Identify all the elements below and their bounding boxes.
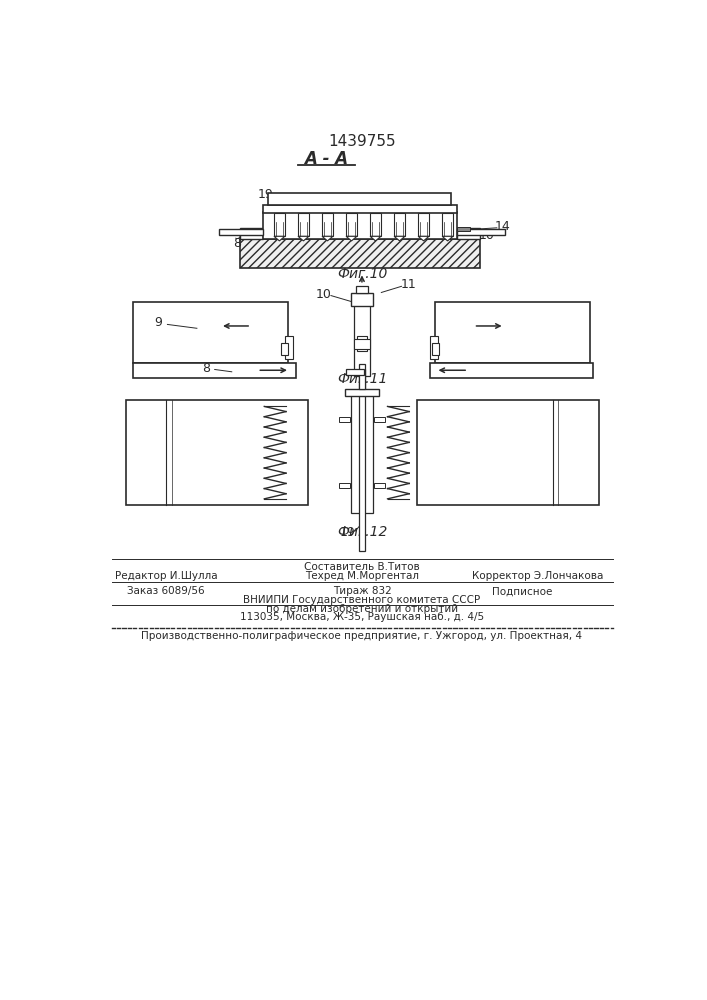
Bar xyxy=(345,389,379,396)
Polygon shape xyxy=(394,236,405,241)
Bar xyxy=(351,293,373,306)
Text: Редактор И.Шулла: Редактор И.Шулла xyxy=(115,571,217,581)
Bar xyxy=(346,369,363,375)
Text: 1439755: 1439755 xyxy=(328,134,396,149)
Bar xyxy=(370,213,381,236)
Bar xyxy=(285,336,293,359)
Bar xyxy=(435,302,590,363)
Bar xyxy=(218,229,263,235)
Text: Составитель В.Титов: Составитель В.Титов xyxy=(304,562,420,572)
Bar xyxy=(268,193,451,205)
Bar xyxy=(356,286,368,293)
Bar xyxy=(457,227,470,231)
Text: 10: 10 xyxy=(479,229,495,242)
Bar xyxy=(126,400,308,505)
Bar xyxy=(134,363,296,378)
Text: Фиг.12: Фиг.12 xyxy=(337,525,387,539)
Text: по делам изобретений и открытий: по делам изобретений и открытий xyxy=(266,604,458,614)
Text: ВНИИПИ Государственного комитета СССР: ВНИИПИ Государственного комитета СССР xyxy=(243,595,481,605)
Bar xyxy=(418,213,429,236)
Bar xyxy=(430,336,438,359)
Polygon shape xyxy=(370,236,381,241)
Text: A - A: A - A xyxy=(304,149,349,167)
Text: 8: 8 xyxy=(233,237,241,250)
Bar xyxy=(274,213,285,236)
Bar xyxy=(442,213,453,236)
Polygon shape xyxy=(298,236,309,241)
Bar xyxy=(354,302,370,376)
Bar xyxy=(357,336,367,351)
Bar xyxy=(374,483,385,488)
Bar xyxy=(359,364,365,389)
Text: 9: 9 xyxy=(233,229,241,242)
Bar xyxy=(457,228,480,239)
Text: Техред М.Моргентал: Техред М.Моргентал xyxy=(305,571,419,581)
Bar xyxy=(359,369,365,551)
Polygon shape xyxy=(322,236,333,241)
Bar xyxy=(263,205,457,213)
Text: Тираж 832: Тираж 832 xyxy=(332,586,392,596)
Bar xyxy=(457,229,505,235)
Bar xyxy=(417,400,599,505)
Text: 14: 14 xyxy=(494,220,510,233)
Bar xyxy=(430,363,593,378)
Polygon shape xyxy=(418,236,429,241)
Text: Корректор Э.Лончакова: Корректор Э.Лончакова xyxy=(472,571,604,581)
Bar xyxy=(322,213,333,236)
Bar xyxy=(298,213,309,236)
Text: Заказ 6089/56: Заказ 6089/56 xyxy=(127,586,205,596)
Text: 19: 19 xyxy=(257,188,273,201)
Bar xyxy=(394,213,405,236)
Polygon shape xyxy=(274,236,285,241)
Text: Подписное: Подписное xyxy=(492,586,553,596)
Bar xyxy=(339,483,349,488)
Text: 8: 8 xyxy=(202,362,210,375)
Text: 10: 10 xyxy=(315,288,331,301)
Bar xyxy=(281,343,288,355)
Bar xyxy=(351,393,373,513)
Text: 9: 9 xyxy=(154,316,162,329)
Bar xyxy=(263,212,457,239)
Bar xyxy=(354,339,370,349)
Bar xyxy=(339,417,349,422)
Bar xyxy=(134,302,288,363)
Text: Фиг.10: Фиг.10 xyxy=(337,267,387,281)
Bar xyxy=(432,343,440,355)
Bar xyxy=(374,417,385,422)
Polygon shape xyxy=(442,236,453,241)
Text: 113035, Москва, Ж-35, Раушская наб., д. 4/5: 113035, Москва, Ж-35, Раушская наб., д. … xyxy=(240,612,484,622)
Bar xyxy=(346,213,357,236)
Text: 11: 11 xyxy=(401,278,416,291)
Text: 19: 19 xyxy=(340,526,356,539)
Polygon shape xyxy=(346,236,357,241)
Text: Фиг.11: Фиг.11 xyxy=(337,372,387,386)
Bar xyxy=(240,239,480,268)
Bar xyxy=(240,228,263,239)
Text: Производственно-полиграфическое предприятие, г. Ужгород, ул. Проектная, 4: Производственно-полиграфическое предприя… xyxy=(141,631,583,641)
